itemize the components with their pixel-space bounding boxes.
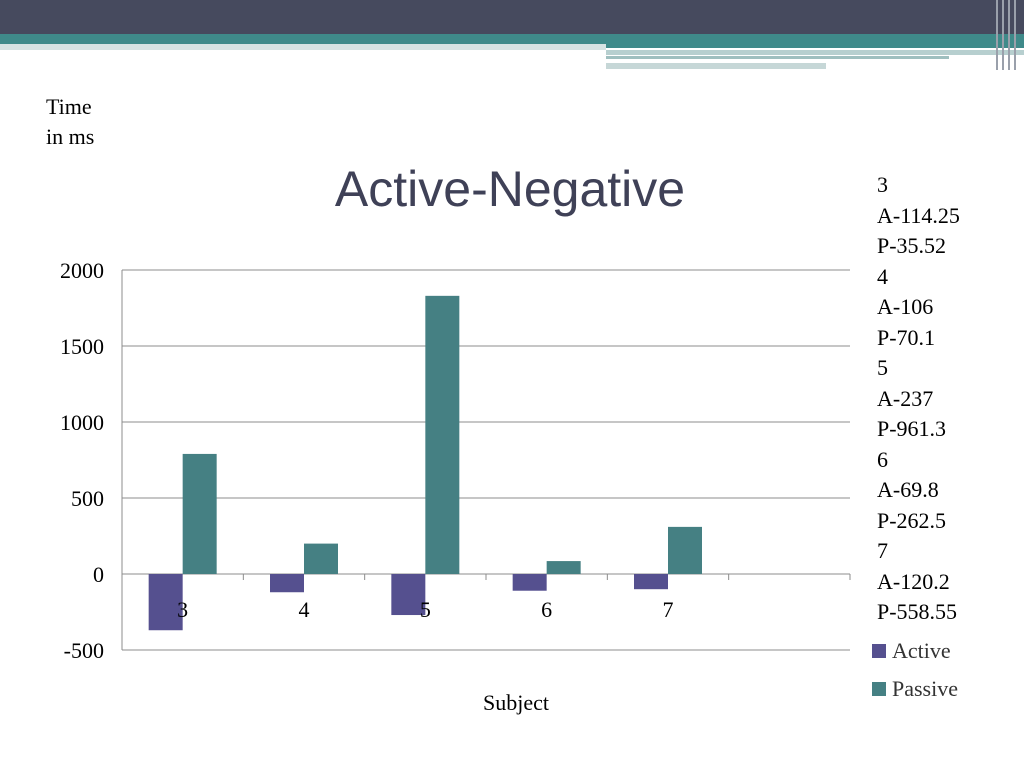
header-line-short (606, 63, 826, 69)
note-line: 5 (877, 355, 888, 380)
y-tick-label: 2000 (60, 258, 104, 283)
bar-active (634, 574, 668, 590)
header-stripe (1008, 0, 1010, 70)
y-tick-label: 1000 (60, 410, 104, 435)
x-tick-label: 5 (420, 597, 431, 622)
chart-legend: Active Passive (872, 632, 958, 708)
note-line: 4 (877, 263, 888, 289)
note-line: P-262.5 (877, 507, 947, 533)
y-axis-label-line: Time (46, 94, 92, 119)
header-line (606, 56, 949, 59)
chart-title: Active-Negative (334, 161, 686, 217)
bar-passive (304, 543, 338, 574)
legend-item-active: Active (872, 632, 958, 670)
bar-active (270, 574, 304, 593)
y-tick-label: 1500 (60, 334, 104, 359)
note-line: 3 (877, 172, 888, 197)
bar-active (391, 574, 426, 616)
legend-swatch-passive (872, 682, 886, 696)
y-axis-label-line: in ms (46, 124, 95, 149)
bar-passive (425, 295, 460, 574)
header-band-light (0, 44, 606, 50)
note-line: A-237 (877, 385, 934, 411)
note-line: A-69.8 (877, 477, 939, 502)
y-tick-label: -500 (64, 638, 104, 663)
bar-passive (668, 526, 702, 574)
header-band-dark (0, 0, 1024, 34)
bar-active (148, 574, 183, 631)
x-tick-label: 4 (299, 597, 310, 622)
header-stripe (1014, 0, 1016, 70)
y-axis-label: Time in ms (46, 92, 126, 152)
bar-active (512, 574, 547, 591)
note-line: 7 (877, 538, 888, 563)
x-tick-label: 3 (177, 597, 188, 622)
note-line: P-35.52 (877, 233, 947, 258)
note-line: P-70.1 (877, 324, 936, 350)
y-tick-label: 0 (93, 562, 104, 587)
bar-passive (182, 453, 217, 574)
note-line: 6 (877, 446, 888, 472)
y-tick-label: 500 (71, 486, 104, 511)
legend-label-passive: Passive (892, 676, 958, 701)
x-axis-label: Subject (483, 690, 549, 715)
x-tick-label: 7 (663, 597, 674, 622)
note-line: P-961.3 (877, 416, 947, 441)
header-band-light-right (606, 50, 1024, 55)
legend-label-active: Active (892, 638, 951, 663)
note-line: P-558.55 (877, 599, 958, 624)
note-line: A-114.25 (877, 202, 960, 228)
header-stripe (1002, 0, 1004, 70)
data-notes: 3 A-114.25 P-35.52 4 A-106 P-70.1 5 A-23… (877, 170, 960, 628)
legend-item-passive: Passive (872, 670, 958, 708)
legend-swatch-active (872, 644, 886, 658)
note-line: A-106 (877, 294, 934, 319)
x-tick-label: 6 (541, 597, 552, 622)
header-stripe (996, 0, 998, 70)
bar-passive (546, 561, 581, 574)
note-line: A-120.2 (877, 568, 950, 594)
